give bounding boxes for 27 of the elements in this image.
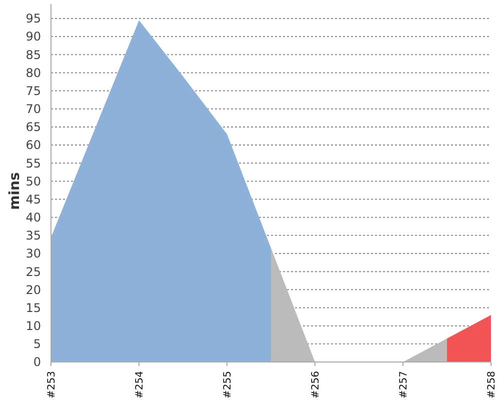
- y-tick-label: 60: [26, 138, 41, 152]
- x-tick-label: #258: [486, 371, 498, 398]
- y-tick-label: 80: [26, 66, 41, 80]
- x-tick-label: #254: [134, 371, 146, 398]
- y-tick-label: 20: [26, 282, 41, 297]
- y-tick-label: 45: [26, 192, 41, 206]
- y-tick-label: 40: [26, 210, 41, 225]
- y-tick-label: 10: [26, 319, 41, 334]
- x-tick-label: #256: [310, 371, 322, 398]
- y-tick-label: 95: [26, 12, 41, 26]
- x-tick-label: #255: [222, 371, 234, 398]
- y-tick-label: 55: [26, 156, 41, 170]
- y-tick-label: 65: [26, 120, 41, 134]
- y-tick-label: 90: [26, 30, 41, 44]
- x-tick-label: #253: [46, 371, 58, 398]
- y-tick-label: 5: [33, 337, 41, 352]
- y-tick-label: 30: [26, 246, 41, 261]
- y-tick-label: 70: [26, 102, 41, 116]
- y-tick-label: 85: [26, 48, 41, 62]
- y-tick-label: 25: [26, 264, 41, 279]
- y-tick-label: 0: [33, 355, 41, 370]
- x-tick-label: #257: [398, 371, 410, 398]
- y-tick-label: 50: [26, 174, 41, 188]
- y-tick-label: 35: [26, 228, 41, 243]
- y-axis-title: mins: [6, 172, 23, 210]
- y-tick-label: 15: [26, 300, 41, 315]
- y-tick-label: 75: [26, 84, 41, 98]
